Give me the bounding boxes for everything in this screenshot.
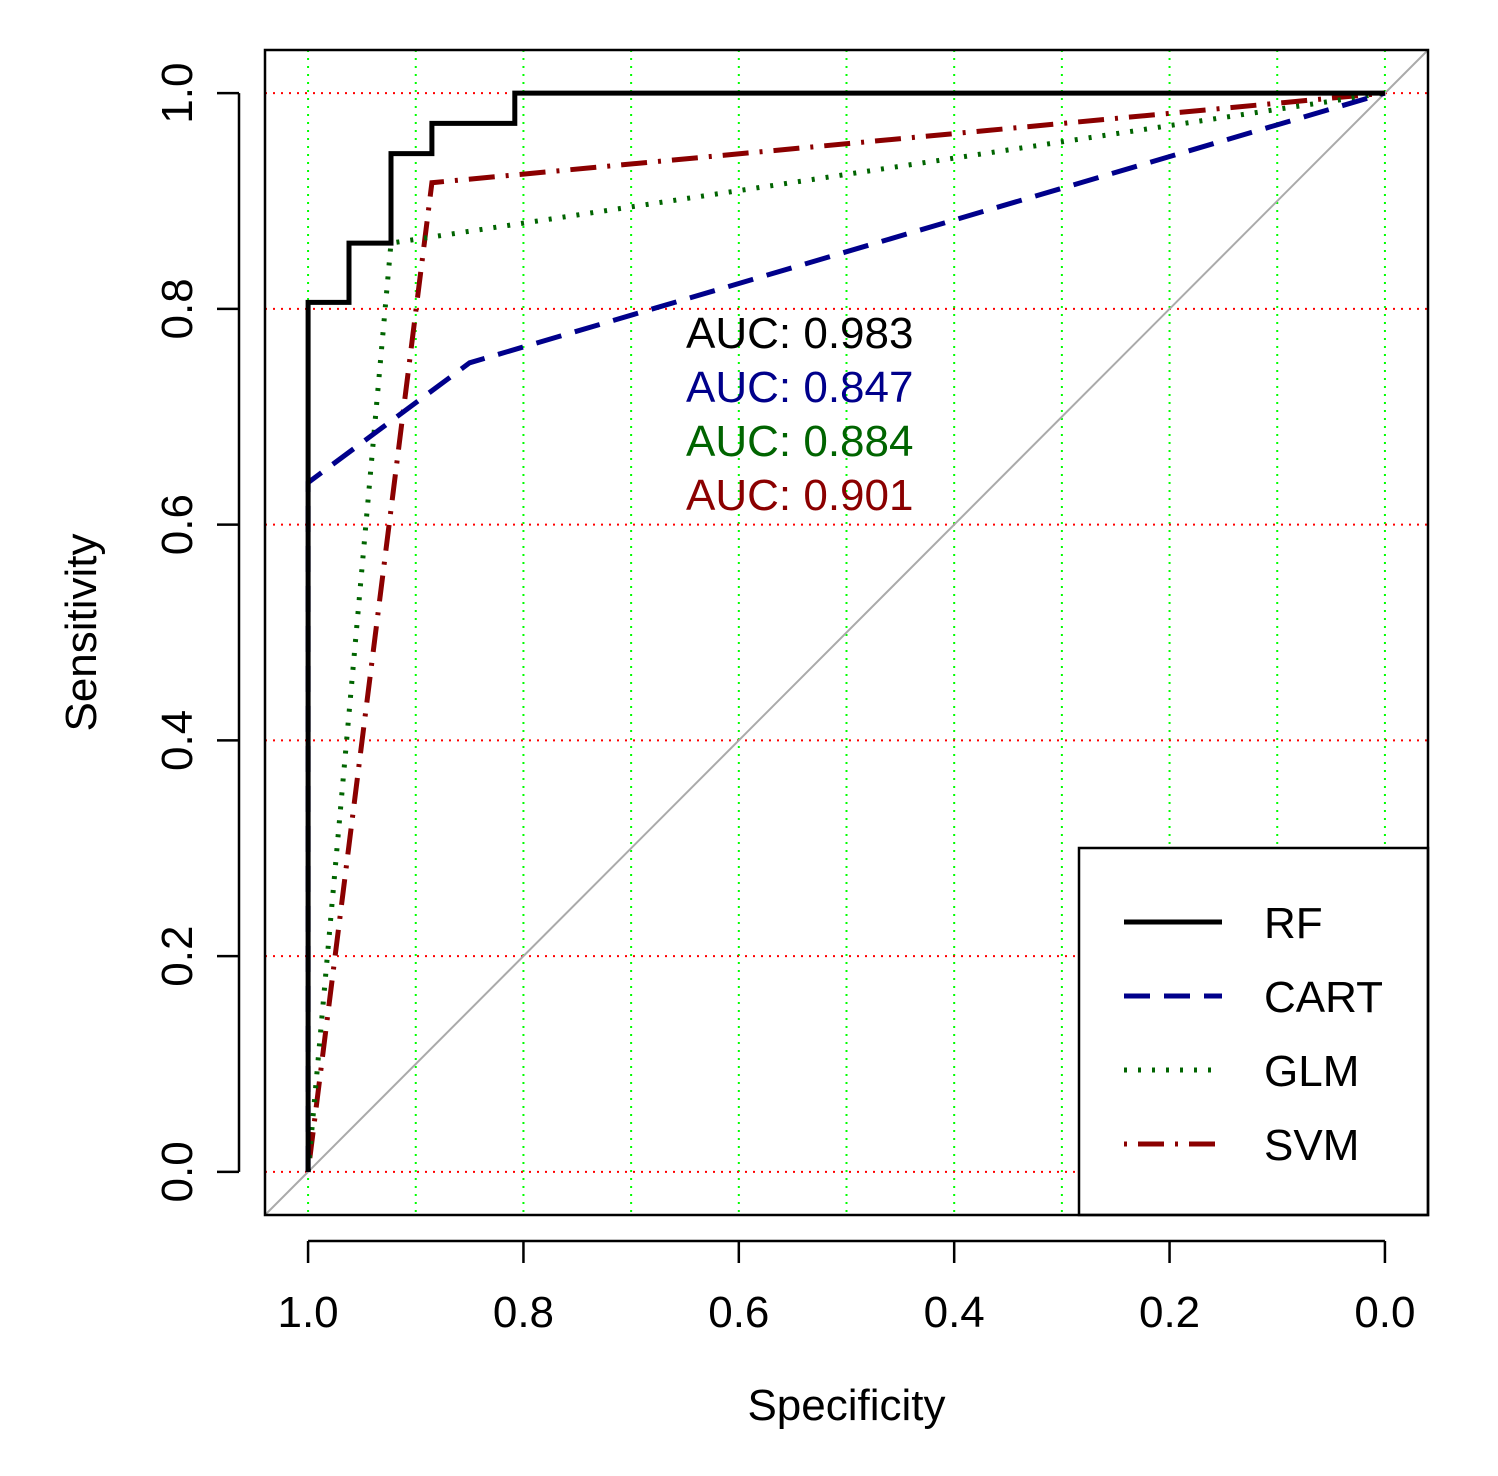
legend-label-svm: SVM (1264, 1121, 1359, 1170)
legend-label-rf: RF (1264, 899, 1323, 948)
y-tick-label: 1.0 (153, 63, 202, 124)
legend-label-glm: GLM (1264, 1047, 1359, 1096)
x-axis-title: Specificity (747, 1381, 945, 1430)
y-tick-label: 0.8 (153, 278, 202, 339)
x-tick-label: 0.6 (708, 1288, 769, 1337)
legend-label-cart: CART (1264, 973, 1383, 1022)
y-tick-label: 0.4 (153, 710, 202, 771)
x-tick-label: 0.8 (493, 1288, 554, 1337)
plot-frame (263, 48, 1430, 1217)
diagonal-layer (264, 49, 1429, 1216)
roc-curve-glm (305, 90, 1386, 1173)
diagonal-reference-line (264, 49, 1429, 1216)
y-tick-label: 0.0 (153, 1141, 202, 1202)
x-tick-label: 0.0 (1354, 1288, 1415, 1337)
auc-label-svm: AUC: 0.901 (686, 471, 913, 520)
x-tick-label: 1.0 (277, 1288, 338, 1337)
auc-label-rf: AUC: 0.983 (686, 309, 913, 358)
auc-labels: AUC: 0.983 AUC: 0.847 AUC: 0.884 AUC: 0.901 (686, 309, 913, 520)
auc-label-cart: AUC: 0.847 (686, 363, 913, 412)
y-tick-label: 0.2 (153, 926, 202, 987)
x-tick-label: 0.4 (924, 1288, 985, 1337)
roc-curve-rf (305, 90, 1385, 1172)
legend-box (1077, 846, 1430, 1217)
y-axis-title: Sensitivity (57, 533, 106, 731)
roc-curve-svm (305, 90, 1386, 1173)
x-tick-label: 0.2 (1139, 1288, 1200, 1337)
axes: 1.0 0.8 0.6 0.4 0.2 0.0 0.0 0.2 0.4 0.6 0.8 1.0 (153, 63, 1416, 1337)
auc-label-glm: AUC: 0.884 (686, 417, 913, 466)
y-tick-label: 0.6 (153, 494, 202, 555)
legend: RF CART GLM SVM (1077, 846, 1430, 1217)
series-layer (305, 90, 1386, 1173)
